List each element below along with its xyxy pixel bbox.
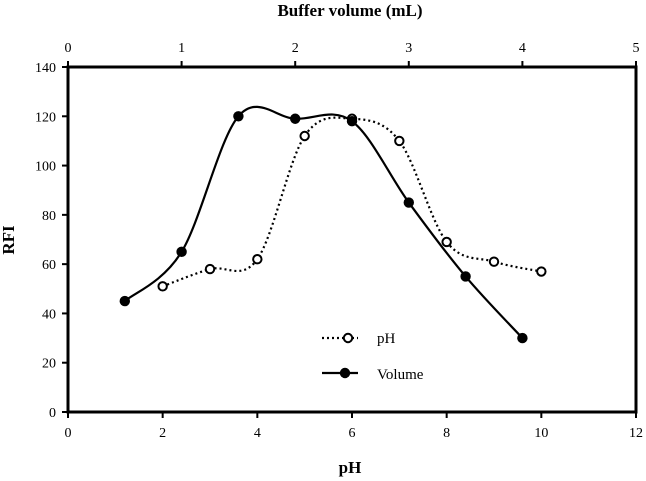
series-volume-point-0 (119, 295, 130, 307)
legend-volume-label: Volume (377, 367, 424, 383)
series-ph-point-2 (252, 254, 263, 265)
series-volume-point-1 (176, 246, 187, 258)
y-tick-label-7: 140 (35, 61, 56, 76)
series-volume-point-6 (460, 271, 471, 282)
x-tick-label-1: 2 (159, 426, 166, 441)
legend-ph-label: pH (377, 331, 396, 347)
x-tick-label-4: 8 (443, 426, 450, 441)
series-ph-point-0 (157, 281, 168, 292)
x-tick-label-5: 10 (534, 426, 548, 441)
series-ph-point-7 (488, 256, 500, 267)
series-volume-point-4 (346, 116, 358, 127)
series-volume-point-7 (517, 332, 528, 344)
y-tick-label-4: 80 (42, 209, 56, 224)
legend: pH Volume (322, 331, 424, 383)
y-tick-label-3: 60 (42, 258, 56, 273)
x-tick-label-6: 12 (629, 426, 643, 441)
series-volume-point-3 (290, 113, 301, 124)
x-tick-label-0: 0 (65, 426, 72, 441)
x2-tick-label-3: 3 (405, 41, 412, 56)
x2-tick-label-4: 4 (519, 41, 526, 56)
y-tick-label-2: 40 (42, 307, 56, 322)
y-tick-label-1: 20 (42, 357, 56, 372)
top-axis-title: Buffer volume (mL) (277, 1, 422, 20)
series-ph-point-8 (536, 266, 547, 277)
series-ph-line (162, 116, 542, 288)
x-axis-title: pH (339, 458, 362, 477)
x2-tick-label-0: 0 (65, 41, 72, 56)
x2-tick-label-2: 2 (292, 41, 299, 56)
series-ph-point-6 (441, 236, 452, 248)
y-tick-label-6: 120 (35, 110, 56, 125)
series-ph-point-1 (204, 263, 216, 275)
y-tick-label-5: 100 (35, 160, 56, 175)
y-axis-title: RFI (0, 225, 18, 255)
legend-ph-marker (342, 332, 354, 344)
legend-volume-marker (339, 367, 351, 379)
series-ph-point-3 (299, 130, 310, 142)
series-volume-point-2 (233, 111, 244, 122)
x-tick-label-2: 4 (254, 426, 261, 441)
series-ph-point-5 (394, 135, 405, 147)
y-tick-label-0: 0 (49, 406, 56, 421)
x-tick-label-3: 6 (349, 426, 356, 441)
x2-tick-label-5: 5 (633, 41, 640, 56)
series-volume-line (124, 105, 524, 339)
series-volume-point-5 (403, 197, 414, 208)
x2-tick-label-1: 1 (178, 41, 185, 56)
